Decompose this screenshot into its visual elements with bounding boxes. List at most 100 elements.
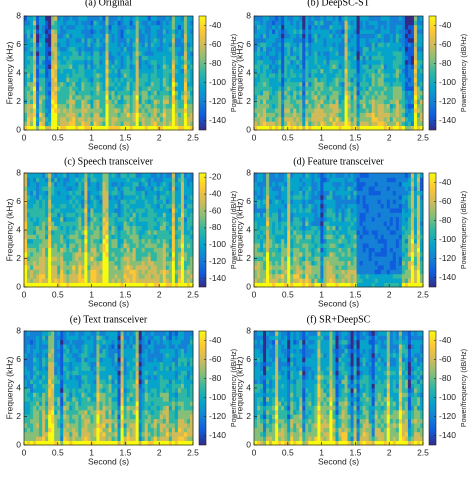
spectrogram-cell [54,46,58,52]
spectrogram-cell [60,208,64,213]
spectrogram-cell [368,121,373,127]
spectrogram-cell [180,33,185,39]
y-tick-label: 6 [246,39,251,49]
spectrogram-cell [257,86,261,91]
spectrogram-cell [401,51,406,56]
spectrogram-cell [308,46,312,52]
spectrogram-cell [63,273,67,279]
spectrogram-cell [156,278,161,284]
spectrogram-cell [269,251,273,257]
spectrogram-cell [93,33,97,39]
spectrogram-cell [93,230,97,235]
spectrogram-cell [39,208,43,213]
spectrogram-cell [36,81,40,87]
spectrogram-cell [156,59,161,65]
spectrogram-cell [57,256,61,262]
spectrogram-cell [299,73,303,78]
spectrogram-cell [171,265,176,270]
spectrogram-cell [308,203,312,209]
spectrogram-cell [105,103,109,109]
spectrogram-cell [135,90,140,96]
spectrogram-cell [419,64,424,70]
spectrogram-cell [108,238,112,244]
spectrogram-cell [305,37,309,43]
spectrogram-cell [162,221,167,227]
spectrogram-cell [141,112,146,118]
spectrogram-cell [78,208,82,213]
spectrogram-cell [132,177,137,183]
spectrogram-cell [159,265,164,270]
spectrogram-cell [254,278,258,284]
spectrogram-cell [272,221,276,227]
spectrogram-cell [57,225,61,231]
spectrogram-cell [165,121,170,127]
spectrogram-cell [63,278,67,284]
spectrogram-cell [117,46,121,52]
spectrogram-cell [51,212,55,218]
spectrogram-cell [105,208,109,213]
spectrogram-cell [120,29,124,34]
spectrogram-cell [189,230,194,235]
spectrogram-cell [30,20,34,26]
spectrogram-cell [141,59,146,65]
spectrogram-cell [132,173,137,178]
spectrogram-cell [383,121,388,127]
spectrogram-cell [141,216,146,222]
spectrogram-cell [72,173,76,178]
spectrogram-cell [413,33,418,39]
spectrogram-cell [30,99,34,105]
spectrogram-cell [189,81,194,87]
y-tick-label: 2 [246,96,251,106]
spectrogram-cell [404,42,409,48]
spectrogram-cell [24,24,28,30]
spectrogram-cell [117,256,121,262]
spectrogram-cell [87,33,91,39]
spectrogram-cell [266,234,270,240]
spectrogram-cell [57,199,61,205]
spectrogram-cell [30,68,34,74]
spectrogram-cell [305,16,309,21]
spectrogram-cell [30,177,34,183]
spectrogram-cell [407,68,412,74]
spectrogram-cell [254,212,258,218]
spectrogram-cell [78,203,82,209]
spectrogram-cell [266,225,270,231]
spectrogram-cell [296,64,300,70]
spectrogram-cell [75,234,79,240]
spectrogram-cell [69,24,73,30]
spectrogram-cell [102,77,106,83]
spectrogram-cell [275,251,279,257]
spectrogram-cell [174,16,179,21]
spectrogram-cell [75,51,79,56]
spectrogram-cell [263,116,267,122]
x-tick-label: 0.5 [282,132,294,142]
spectrogram-cell [144,103,149,109]
spectrogram-cell [177,42,182,48]
spectrogram-cell [24,212,28,218]
spectrogram-cell [275,243,279,248]
spectrogram-cell [51,190,55,196]
spectrogram-cell [257,225,261,231]
spectrogram-cell [33,86,37,91]
spectrogram-cell [269,282,273,288]
spectrogram-cell [147,73,152,78]
spectrogram-cell [260,265,264,270]
spectrogram-cell [63,247,67,253]
spectrogram-cell [329,73,333,78]
spectrogram-cell [39,216,43,222]
spectrogram-cell [162,190,167,196]
spectrogram-cell [272,256,276,262]
spectrogram-cell [126,260,131,266]
spectrogram-cell [36,243,40,248]
spectrogram-cell [275,99,279,105]
spectrogram-cell [123,46,128,52]
spectrogram-cell [302,269,306,275]
spectrogram-cell [24,46,28,52]
spectrogram-cell [174,216,179,222]
spectrogram-cell [278,282,282,288]
spectrogram-cell [189,260,194,266]
spectrogram-cell [24,247,28,253]
spectrogram-cell [159,221,164,227]
spectrogram-cell [48,278,52,284]
spectrogram-cell [87,203,91,209]
